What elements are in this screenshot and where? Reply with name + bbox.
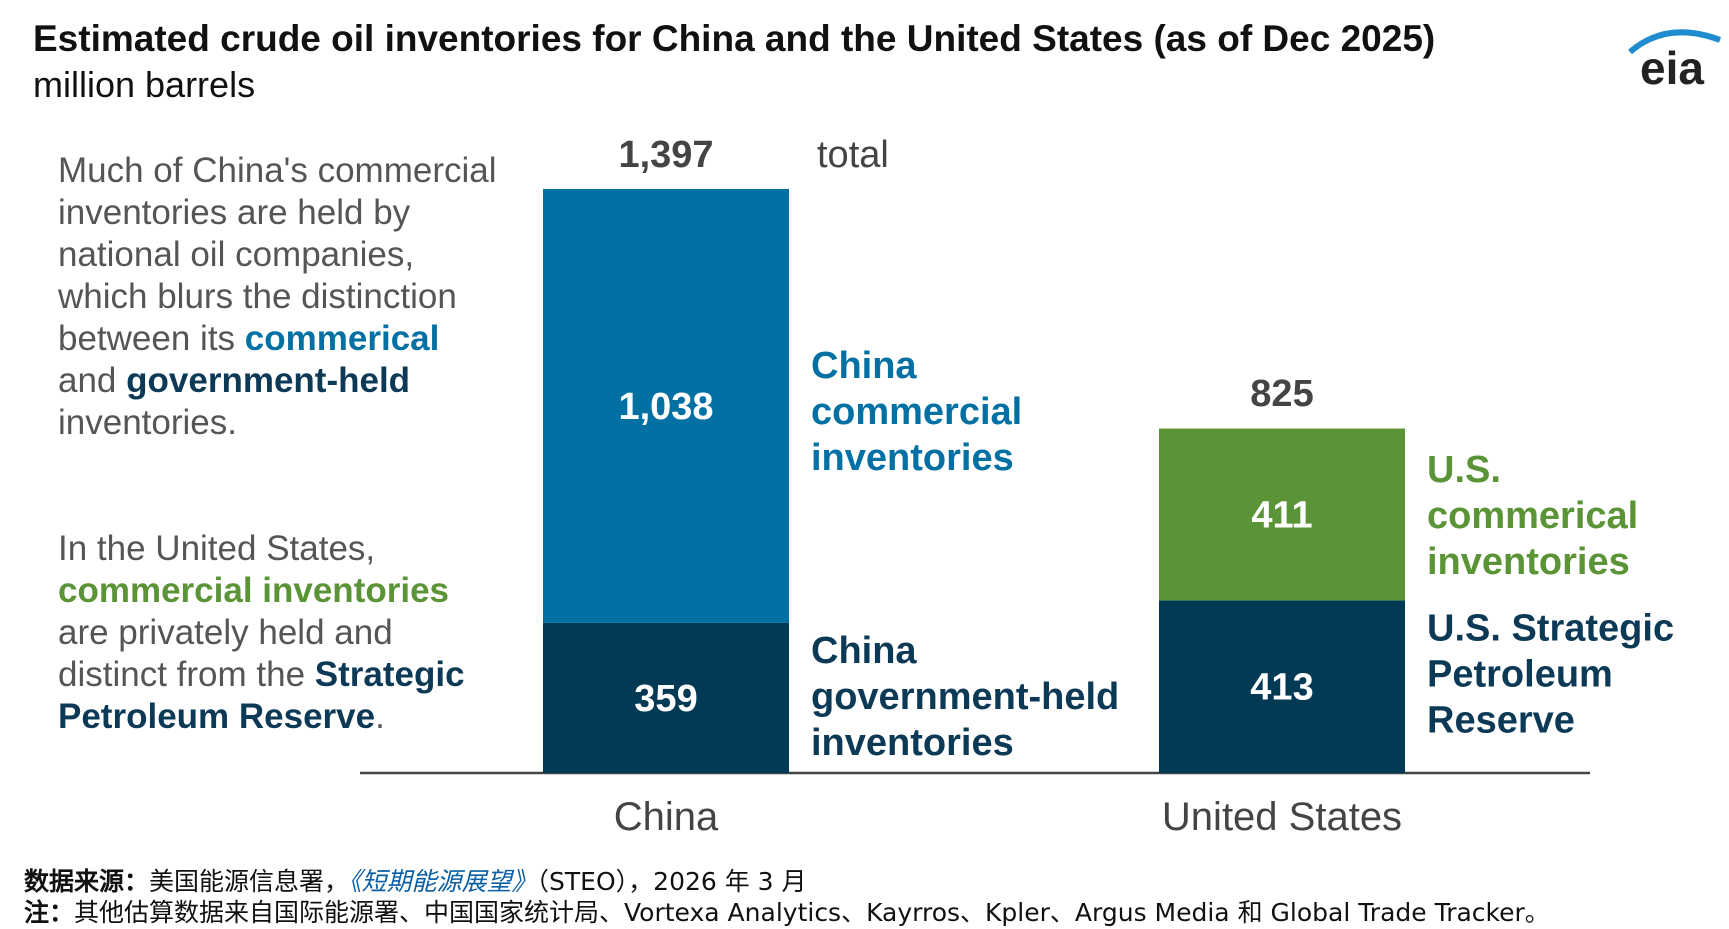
source-date: （STEO），2026 年 3 月 [536, 867, 807, 896]
explanation-us-commercial-term: commercial inventories [58, 571, 449, 610]
explanation-government-term: government-held [126, 361, 411, 400]
bar-china-segment-0 [543, 622, 789, 773]
bar-united-states-segment-1 [1159, 428, 1405, 601]
explanation-china: Much of China's commercial inventories a… [58, 150, 498, 444]
explanation-us: In the United States, commercial invento… [58, 528, 498, 738]
category-label-china: China [614, 795, 719, 839]
source-text: 美国能源信息署， [149, 867, 350, 896]
total-label-china: 1,397 [618, 134, 713, 176]
eia-logo-arc [1628, 29, 1722, 55]
value-label-united-states-segment-1: 411 [1251, 494, 1312, 536]
source-publication-link[interactable]: 《短期能源展望》 [349, 867, 537, 896]
bar-china-segment-1 [543, 189, 789, 623]
annotation-china-segment-0: China government-held inventories [811, 630, 1119, 764]
explanation-china-text: Much of China's commercial inventories a… [58, 151, 497, 358]
explanation-us-end: . [375, 697, 385, 736]
category-label-united-states: United States [1162, 795, 1402, 839]
annotation-united-states-segment-0: U.S. Strategic Petroleum Reserve [1427, 607, 1674, 741]
eia-logo-text: eia [1640, 42, 1704, 94]
note-label: 注： [24, 898, 75, 927]
explanation-china-end: inventories. [58, 403, 237, 442]
annotation-united-states-segment-1: U.S. commerical inventories [1427, 449, 1638, 583]
value-label-china-segment-0: 359 [634, 678, 697, 720]
value-label-china-segment-1: 1,038 [618, 386, 713, 428]
annotation-china-segment-1: China commercial inventories [811, 345, 1022, 479]
chart-subtitle: million barrels [33, 64, 256, 105]
explanation-and: and [58, 361, 117, 400]
explanation-us-text-2: are privately held and distinct from the [58, 613, 393, 694]
explanation-spr-term: Strategic Petroleum Reserve [58, 655, 465, 736]
total-word: total [817, 134, 889, 176]
eia-logo: eia [1628, 29, 1722, 94]
chart-title: Estimated crude oil inventories for Chin… [33, 18, 1436, 59]
total-label-united-states: 825 [1250, 373, 1313, 415]
source-label: 数据来源： [24, 867, 150, 896]
note-text: 其他估算数据来自国际能源署、中国国家统计局、Vortexa Analytics、… [74, 898, 1550, 927]
explanation-us-text: In the United States, [58, 529, 376, 568]
source-line: 数据来源：美国能源信息署，《短期能源展望》（STEO），2026 年 3 月 [24, 862, 807, 898]
note-line: 注：其他估算数据来自国际能源署、中国国家统计局、Vortexa Analytic… [24, 893, 1550, 929]
explanation-commercial-term: commerical [244, 319, 440, 358]
value-label-united-states-segment-0: 413 [1250, 667, 1313, 709]
bar-united-states-segment-0 [1159, 600, 1405, 773]
